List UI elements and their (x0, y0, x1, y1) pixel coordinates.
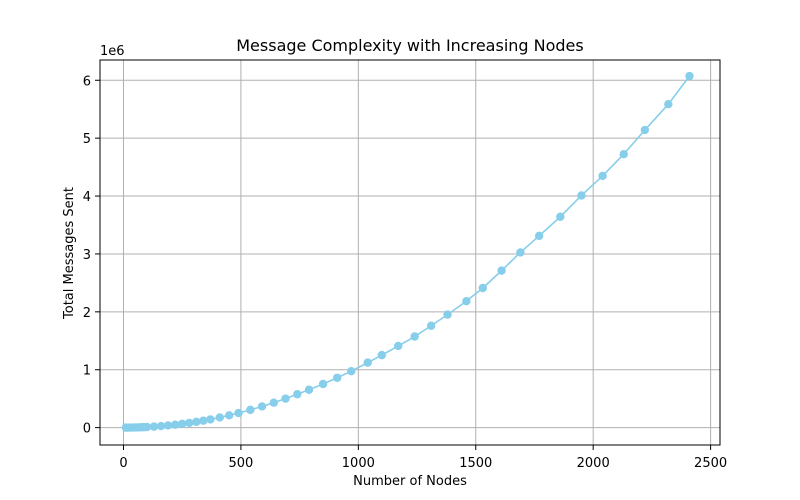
data-point (215, 413, 224, 422)
series-layer (121, 71, 694, 432)
data-point (497, 266, 506, 275)
data-point (534, 231, 544, 241)
data-point (443, 310, 452, 319)
data-point (246, 405, 255, 415)
data-point (598, 171, 607, 181)
data-point (363, 358, 372, 367)
data-point (206, 415, 215, 424)
data-point (163, 421, 173, 430)
y-tick-label: 0 (83, 422, 91, 437)
x-axis-label: Number of Nodes (353, 474, 467, 489)
data-point (234, 408, 243, 418)
x-tick-label: 0 (119, 456, 127, 471)
data-point (142, 422, 152, 432)
data-point (156, 421, 166, 431)
ticks: 0 500 1000 1500 2000 2500 0 1 2 3 4 5 6 (83, 74, 727, 471)
data-point (281, 394, 290, 403)
data-point (478, 283, 488, 293)
data-point (394, 341, 403, 351)
data-point (410, 332, 419, 341)
grid (100, 60, 720, 445)
data-point (619, 150, 628, 159)
data-point (177, 419, 187, 429)
data-point (192, 417, 201, 427)
y-axis-label: Total Messages Sent (62, 187, 77, 320)
y-tick-label: 4 (83, 190, 91, 205)
y-tick-label: 6 (83, 74, 91, 89)
data-point (426, 321, 436, 330)
data-point (170, 420, 180, 429)
data-point (224, 411, 234, 420)
axes-frame (99, 59, 721, 446)
data-point (185, 418, 194, 428)
data-point (577, 191, 586, 200)
data-point (304, 385, 314, 394)
y-tick-label: 2 (83, 306, 91, 321)
x-tick-label: 1500 (459, 456, 492, 471)
data-point (664, 100, 673, 109)
data-point (516, 248, 525, 257)
data-point (293, 390, 302, 399)
data-point (556, 212, 565, 221)
data-point (257, 402, 267, 411)
data-point (199, 416, 208, 425)
x-tick-label: 1000 (342, 456, 375, 471)
data-point (269, 398, 278, 407)
data-point (685, 71, 694, 81)
chart-title: Message Complexity with Increasing Nodes (236, 36, 583, 55)
data-point (149, 422, 159, 431)
y-offset-label: 1e6 (100, 44, 125, 59)
y-tick-label: 5 (83, 132, 91, 147)
data-point (640, 125, 650, 135)
y-tick-label: 1 (83, 364, 91, 379)
y-tick-label: 3 (83, 248, 91, 263)
data-point (462, 296, 471, 306)
data-point (347, 367, 356, 376)
x-tick-label: 2000 (577, 456, 610, 471)
x-tick-label: 2500 (694, 456, 727, 471)
data-point (377, 350, 387, 360)
data-point (318, 379, 328, 389)
data-point (332, 373, 342, 382)
x-tick-label: 500 (228, 456, 253, 471)
